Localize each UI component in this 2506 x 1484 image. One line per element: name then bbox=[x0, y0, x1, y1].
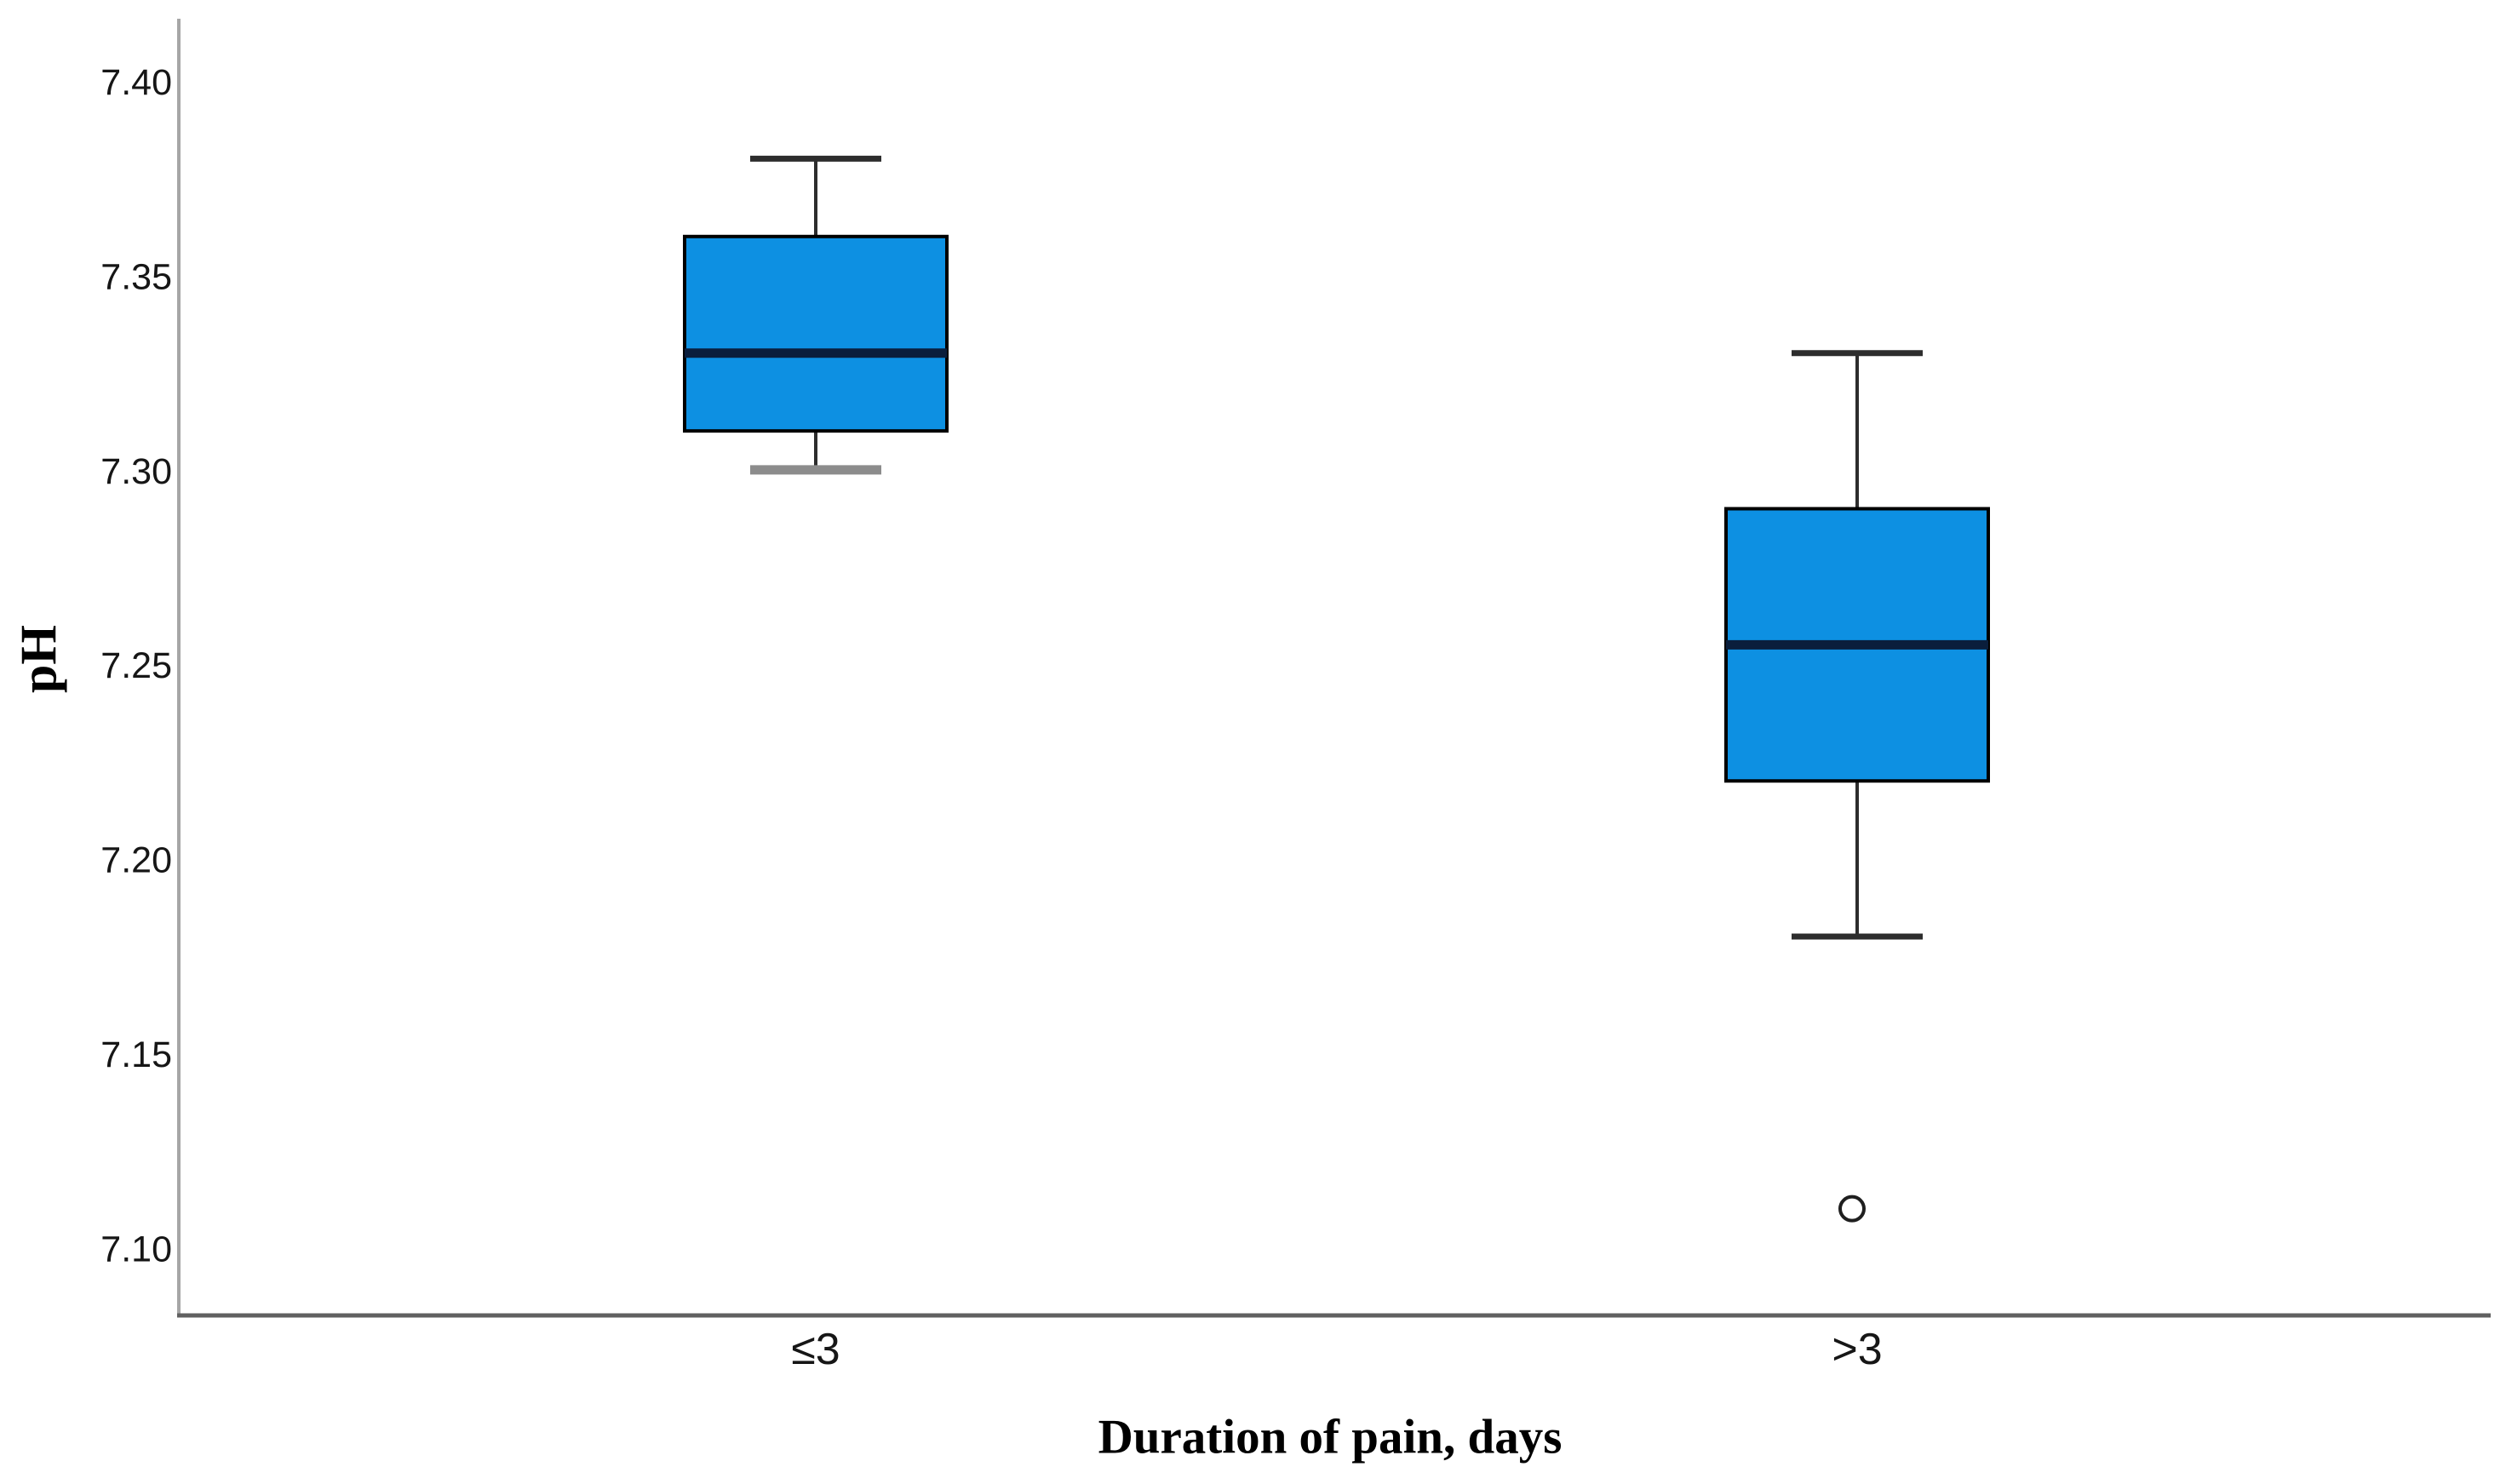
y-tick-label-7.35: 7.35 bbox=[100, 256, 172, 297]
iqr-box-1 bbox=[683, 234, 949, 433]
y-tick-label-7.25: 7.25 bbox=[100, 645, 172, 686]
y-axis-title: pH bbox=[10, 624, 67, 694]
x-category-label-2: >3 bbox=[1832, 1325, 1882, 1374]
x-category-label-1: ≤3 bbox=[791, 1325, 840, 1374]
outlier-point-2 bbox=[1838, 1195, 1866, 1223]
x-axis-title: Duration of pain, days bbox=[1098, 1410, 1563, 1464]
y-tick-label-7.10: 7.10 bbox=[100, 1229, 172, 1269]
y-tick-label-7.40: 7.40 bbox=[100, 62, 172, 103]
y-tick-label-7.15: 7.15 bbox=[100, 1034, 172, 1075]
y-tick-label-7.20: 7.20 bbox=[100, 840, 172, 881]
y-tick-label-7.30: 7.30 bbox=[100, 451, 172, 492]
